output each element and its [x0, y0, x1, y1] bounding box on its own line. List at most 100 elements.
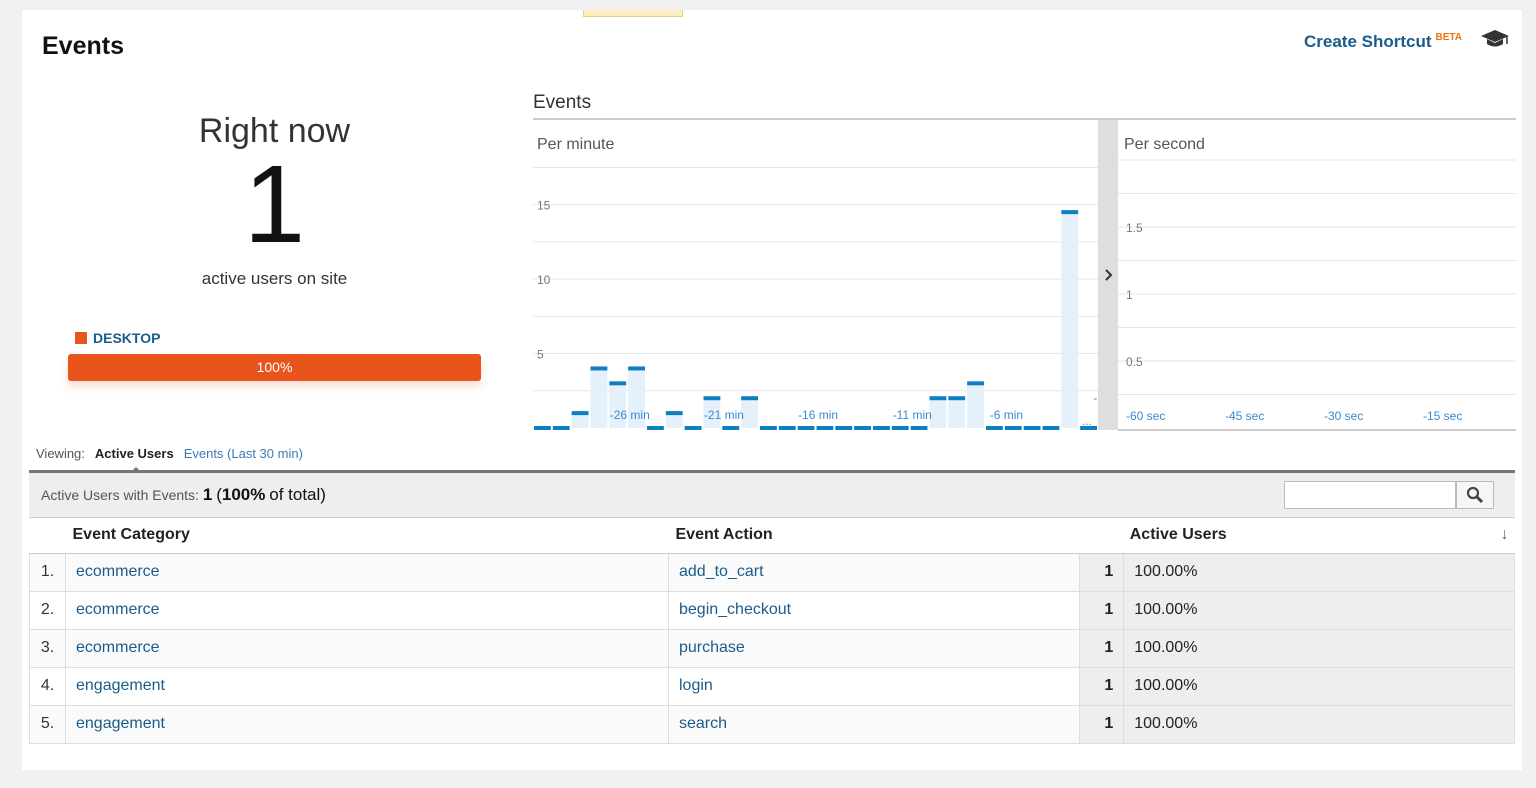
bar-fill — [929, 398, 947, 428]
bar-cap — [722, 426, 740, 430]
per-second-x-labels: -60 sec -45 sec -30 sec -15 sec — [1126, 409, 1462, 423]
header-event-action[interactable]: Event Action — [668, 518, 1080, 554]
chart-title: Events — [533, 92, 592, 113]
bar-fill — [665, 413, 683, 428]
bar-cap — [552, 426, 570, 430]
table-search-button[interactable] — [1456, 481, 1494, 509]
bar-fill — [948, 398, 966, 428]
events-chart: Per minute 15 10 5 -26 min -21 min -16 min -1… — [533, 120, 1516, 431]
table-row: 5. engagement search 1 100.00% — [29, 705, 1515, 744]
per-minute-label: Per minute — [537, 136, 614, 153]
device-label: DESKTOP — [93, 330, 161, 346]
x-tick-label: -45 sec — [1225, 409, 1264, 423]
bar-cap — [590, 366, 608, 371]
summary-suffix: of total) — [269, 485, 326, 504]
table-row: 4. engagement login 1 100.00% — [29, 667, 1515, 706]
x-tick-label: -21 min — [704, 408, 744, 422]
event-action-link[interactable]: purchase — [668, 629, 1081, 668]
per-minute-y-ticks: 15 10 5 — [537, 199, 551, 362]
active-users-caption: active users on site — [201, 269, 348, 288]
header-active-users[interactable]: Active Users ↓ — [1079, 518, 1515, 554]
active-users-value: 1 — [1079, 553, 1125, 592]
panel-divider — [1098, 120, 1118, 430]
header-event-category[interactable]: Event Category — [65, 518, 669, 554]
tab-events-last-30[interactable]: Events (Last 30 min) — [183, 446, 303, 461]
table-search-input[interactable] — [1284, 481, 1456, 509]
active-users-percent: 100.00% — [1123, 705, 1515, 744]
summary-text: Active Users with Events: 1 (100% of tot… — [41, 485, 326, 505]
device-share-fill — [68, 354, 481, 381]
table-row: 1. ecommerce add_to_cart 1 100.00% — [29, 553, 1515, 592]
bar-cap — [929, 396, 947, 401]
create-shortcut-label[interactable]: Create Shortcut — [1303, 32, 1432, 51]
desktop-swatch — [75, 332, 87, 344]
active-users-percent: 100.00% — [1123, 667, 1515, 706]
device-share-label: 100% — [256, 359, 293, 375]
viewing-label: Viewing: — [36, 446, 85, 461]
active-users-value: 1 — [1079, 667, 1125, 706]
x-tick-label: -6 min — [990, 408, 1023, 422]
per-second-y-ticks: 1.5 1 0.5 — [1126, 221, 1143, 369]
chart-title-rule — [533, 118, 1516, 120]
event-category-link[interactable]: ecommerce — [65, 553, 669, 592]
x-tick-label: -11 min — [893, 408, 932, 422]
y-tick-label: 1.5 — [1126, 221, 1143, 235]
bar-cap — [609, 381, 627, 386]
event-category-link[interactable]: engagement — [65, 705, 669, 744]
bar-fill — [967, 383, 984, 428]
y-tick-label: 5 — [537, 348, 544, 362]
bar-cap — [835, 426, 853, 430]
device-share-bar: 100% — [68, 354, 481, 381]
row-index: 1. — [29, 553, 66, 592]
per-minute-ellipsis: ... — [1082, 414, 1092, 428]
bar-cap — [1023, 426, 1041, 430]
summary-prefix: Active Users with Events: — [41, 487, 199, 503]
bar-cap — [891, 426, 909, 430]
events-table: Event Category Event Action Active Users… — [29, 518, 1515, 744]
arrow-down-icon[interactable]: ↓ — [1500, 526, 1509, 544]
events-page: Events Create Shortcut BETA Right now 1 a… — [22, 10, 1522, 770]
bar-cap — [948, 396, 966, 401]
bar-cap — [816, 426, 834, 430]
active-users-value: 1 — [1079, 591, 1125, 630]
bar-cap — [1061, 210, 1079, 215]
device-legend: DESKTOP — [75, 330, 160, 346]
per-minute-gridlines — [533, 166, 1098, 392]
y-tick-label: 0.5 — [1126, 355, 1143, 369]
y-tick-label: 1 — [1126, 288, 1133, 302]
bar-cap — [571, 411, 589, 416]
row-index: 4. — [29, 667, 66, 706]
summary-open: ( — [216, 485, 222, 504]
graduation-cap-icon[interactable] — [1480, 28, 1510, 50]
table-header-row: Event Category Event Action Active Users… — [29, 518, 1515, 554]
create-shortcut-link[interactable]: Create Shortcut BETA — [1304, 32, 1462, 52]
bar-cap — [1042, 426, 1060, 430]
page-title: Events — [42, 32, 124, 60]
event-action-link[interactable]: begin_checkout — [668, 591, 1081, 630]
x-tick-label: -30 sec — [1324, 409, 1363, 423]
summary-bar: Active Users with Events: 1 (100% of tot… — [29, 470, 1515, 518]
bar-fill — [590, 368, 608, 428]
bar-fill — [628, 368, 645, 428]
row-index: 2. — [29, 591, 66, 630]
header-active-users-label[interactable]: Active Users — [1129, 526, 1227, 544]
bar-cap — [967, 381, 984, 386]
row-index: 3. — [29, 629, 66, 668]
per-second-label: Per second — [1124, 136, 1205, 153]
bar-cap — [910, 426, 928, 430]
active-users-percent: 100.00% — [1123, 553, 1515, 592]
header-index — [29, 518, 66, 554]
bar-cap — [760, 426, 777, 430]
active-users-value: 1 — [1079, 629, 1125, 668]
tab-active-users[interactable]: Active Users — [94, 446, 174, 473]
event-action-link[interactable]: search — [668, 705, 1081, 744]
event-action-link[interactable]: add_to_cart — [668, 553, 1081, 592]
bar-cap — [628, 366, 645, 371]
per-minute-x-labels: -26 min-21 min-16 min-11 min-6 min-1 — [610, 391, 1105, 422]
event-category-link[interactable]: engagement — [65, 667, 669, 706]
top-notification-tab[interactable] — [583, 10, 683, 17]
event-category-link[interactable]: ecommerce — [65, 591, 669, 630]
event-category-link[interactable]: ecommerce — [65, 629, 669, 668]
chevron-right-icon[interactable] — [1105, 269, 1113, 281]
event-action-link[interactable]: login — [668, 667, 1081, 706]
